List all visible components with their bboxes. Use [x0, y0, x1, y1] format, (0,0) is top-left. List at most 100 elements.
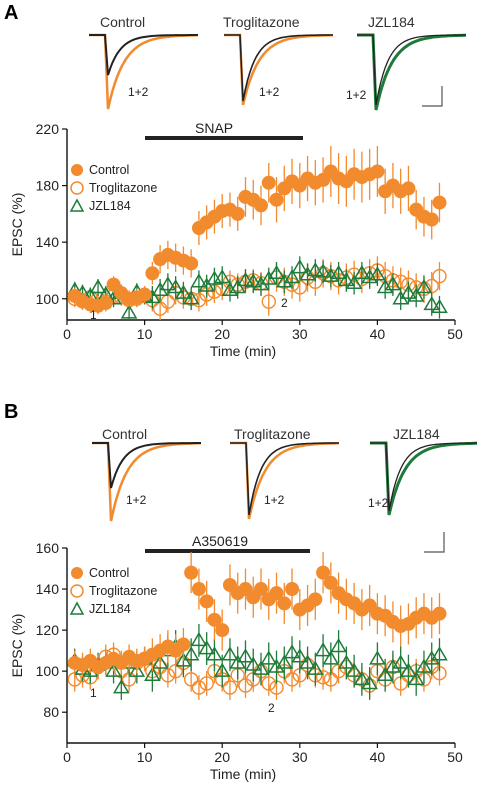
legend-marker-control — [71, 567, 83, 579]
jzl184-point — [314, 263, 332, 278]
chart-axes: 0 10 20 30 40 50 80 100 120 140 160 Time (min) EPSC … — [9, 540, 463, 782]
jzl184-point — [299, 654, 316, 669]
troglitazone-point — [432, 268, 447, 284]
legend-marker-jzl184 — [69, 198, 85, 212]
jzl184-point — [221, 281, 239, 297]
jzl184-point — [369, 650, 386, 665]
chart-axes: 0 10 20 30 40 50 100 140 180 220 Time (min) EPSC (%… — [9, 121, 463, 359]
jzl184-point — [190, 273, 208, 288]
trace-label-control: Control — [100, 14, 145, 30]
jzl184-point — [167, 278, 184, 294]
jzl184-point — [221, 646, 239, 661]
jzl184-point — [376, 666, 394, 682]
troglitazone-point — [191, 292, 207, 308]
jzl184-point — [376, 278, 394, 294]
jzl184-point — [338, 271, 355, 287]
point-label-2: 2 — [281, 296, 288, 310]
jzl184-point — [268, 264, 285, 280]
epsc-trace-baseline — [224, 34, 333, 102]
jzl184-point — [384, 276, 402, 291]
x-tick-label: 0 — [63, 749, 71, 765]
y-tick-label: 80 — [43, 704, 59, 720]
trace-annotation-troglitazone: 1+2 — [259, 85, 280, 99]
jzl184-point — [400, 284, 417, 299]
jzl184-point — [415, 658, 433, 673]
jzl184-point — [159, 276, 177, 291]
x-axis-label: Time (min) — [210, 766, 276, 782]
jzl184-point — [229, 278, 247, 294]
control-point — [254, 582, 268, 597]
jzl184-point — [361, 269, 378, 284]
trace-annotation-jzl184: 1+2 — [346, 88, 367, 102]
legend-label-control: Control — [89, 163, 129, 177]
panel-b-letter: B — [4, 401, 18, 423]
scale-bar — [422, 86, 443, 107]
legend-label-jzl184: JZL184 — [89, 199, 131, 213]
troglitazone-point — [199, 676, 214, 691]
drug-bar-label: SNAP — [195, 120, 233, 136]
legend-label-troglitazone: Troglitazone — [89, 181, 157, 195]
x-tick-label: 10 — [137, 326, 153, 342]
troglitazone-point — [284, 672, 300, 687]
x-tick-label: 50 — [447, 326, 463, 342]
jzl184-point — [400, 662, 417, 677]
jzl184-point — [283, 644, 301, 659]
control-point — [191, 582, 206, 597]
y-axis-label: EPSC (%) — [9, 193, 25, 257]
jzl184-point — [198, 277, 215, 292]
y-tick-label: 140 — [36, 581, 60, 597]
trace-label-control: Control — [102, 426, 147, 442]
legend-marker-troglitazone — [70, 181, 84, 195]
epsc-traces — [92, 441, 477, 522]
jzl184-point — [322, 650, 340, 665]
chart-series — [66, 145, 448, 320]
control-point — [145, 266, 160, 281]
legend-label-jzl184: JZL184 — [89, 602, 131, 616]
epsc-trace-baseline — [230, 442, 339, 516]
jzl184-point — [415, 278, 433, 294]
troglitazone-point — [160, 668, 176, 683]
control-point — [215, 623, 230, 638]
legend-marker-control — [71, 164, 83, 176]
jzl184-point — [260, 650, 278, 665]
jzl184-point — [345, 274, 363, 289]
control-point — [199, 594, 214, 609]
jzl184-point — [182, 290, 200, 305]
trace-label-troglitazone: Troglitazone — [223, 14, 300, 30]
jzl184-point — [175, 284, 192, 299]
jzl184-point — [190, 631, 208, 647]
jzl184-point — [314, 642, 332, 657]
troglitazone-point — [331, 663, 346, 679]
point-label-2: 2 — [268, 701, 275, 715]
trace-annotation-control: 1+2 — [126, 493, 147, 507]
control-point — [269, 586, 284, 601]
control-point — [323, 575, 338, 590]
jzl184-point — [105, 662, 122, 677]
control-point — [98, 296, 113, 311]
jzl184-point — [330, 264, 347, 280]
jzl184-point — [407, 287, 425, 302]
jzl184-point — [275, 273, 293, 288]
control-point — [230, 206, 245, 221]
x-tick-label: 40 — [370, 749, 386, 765]
jzl184-point — [423, 650, 441, 665]
jzl184-point — [206, 646, 223, 661]
trace-label-jzl184: JZL184 — [393, 426, 440, 442]
control-point — [261, 175, 276, 190]
y-tick-label: 180 — [36, 178, 60, 194]
jzl184-point — [322, 267, 340, 282]
control-point — [432, 195, 447, 210]
jzl184-point — [330, 638, 347, 653]
legend: Control Troglitazone JZL184 — [69, 163, 157, 213]
troglitazone-point — [292, 280, 307, 295]
jzl184-point — [423, 295, 441, 311]
x-tick-label: 30 — [292, 326, 308, 342]
control-point — [285, 582, 300, 597]
control-point — [254, 198, 268, 213]
y-tick-label: 120 — [36, 622, 60, 638]
epsc-trace-baseline — [92, 442, 201, 489]
jzl184-point — [237, 648, 254, 663]
troglitazone-point — [183, 672, 199, 687]
jzl184-point — [213, 662, 231, 677]
jzl184-point — [252, 660, 270, 675]
